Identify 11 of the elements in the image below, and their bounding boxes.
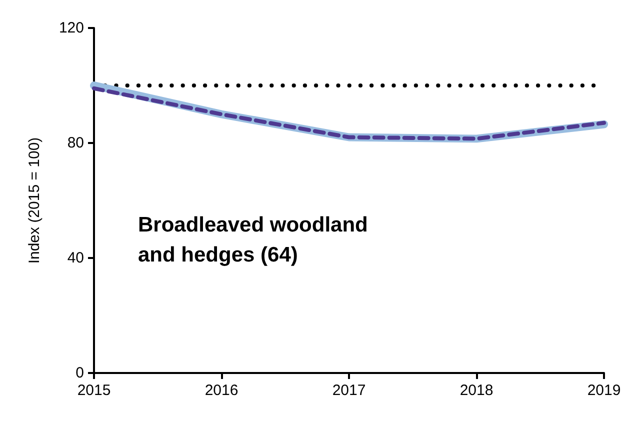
x-tick-label: 2016 — [204, 382, 238, 399]
y-axis-title: Index (2015 = 100) — [26, 137, 43, 264]
y-tick-label: 0 — [76, 364, 84, 382]
annotation: Broadleaved woodland and hedges (64) — [138, 214, 368, 266]
y-tick-label: 120 — [58, 20, 84, 36]
x-tick-label: 2017 — [332, 382, 366, 399]
x-tick-label: 2019 — [587, 382, 621, 399]
x-tick-label: 2015 — [77, 382, 111, 399]
x-tick-label: 2018 — [460, 382, 494, 399]
y-tick-label: 80 — [67, 134, 84, 152]
y-tick-label: 40 — [67, 250, 84, 266]
